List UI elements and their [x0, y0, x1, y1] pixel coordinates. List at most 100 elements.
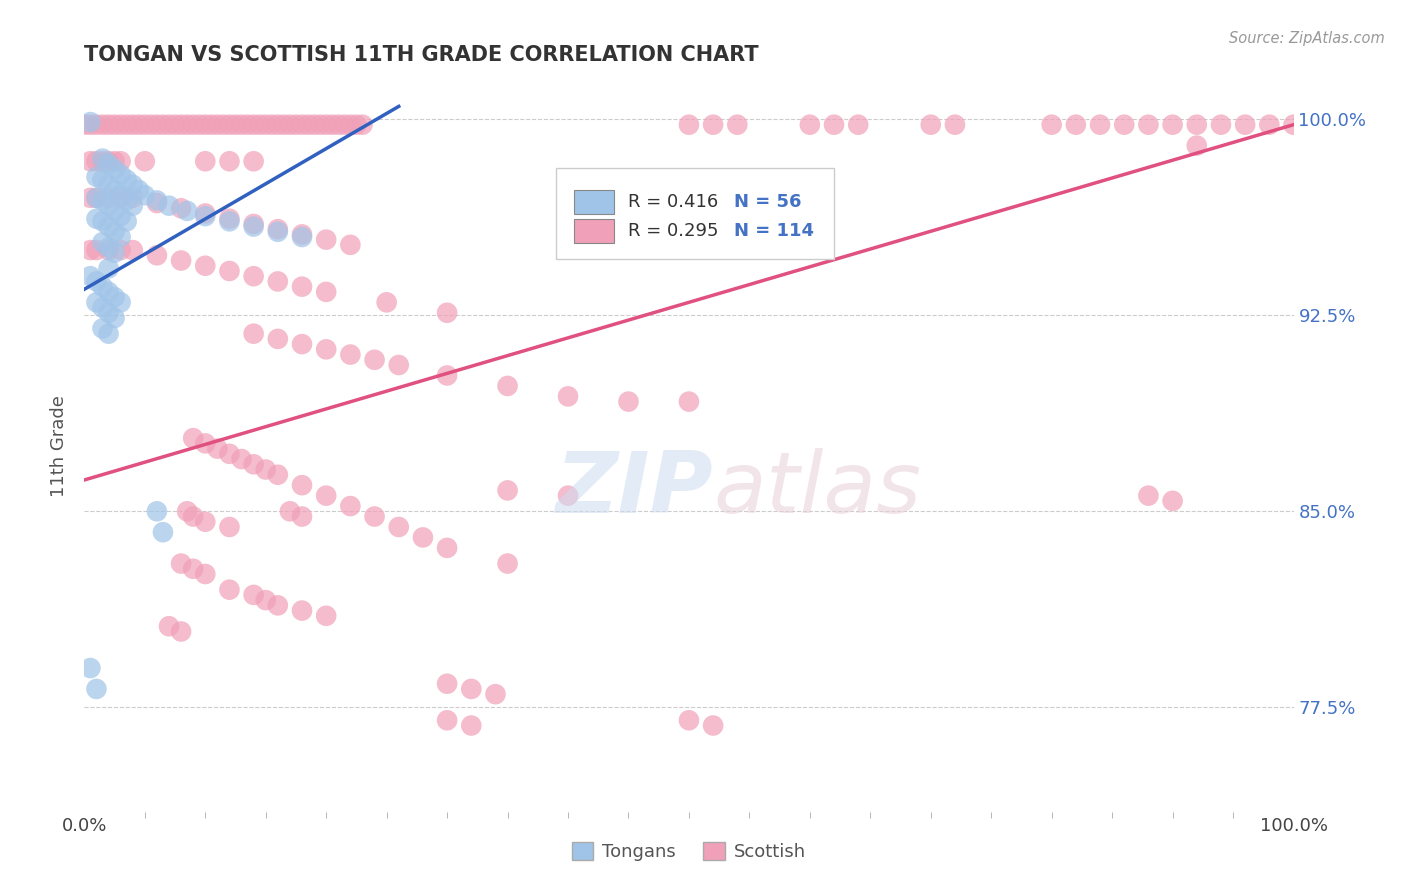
- Point: [194, 567, 217, 582]
- Point: [242, 154, 264, 169]
- Point: [91, 152, 114, 166]
- Point: [104, 162, 127, 177]
- Point: [176, 504, 198, 518]
- Point: [176, 203, 198, 218]
- Point: [231, 118, 253, 132]
- Point: [352, 118, 374, 132]
- Point: [291, 604, 314, 618]
- Point: [242, 326, 264, 341]
- Point: [91, 235, 114, 250]
- Point: [339, 348, 361, 362]
- Point: [86, 275, 108, 289]
- Point: [134, 154, 156, 169]
- Text: atlas: atlas: [713, 449, 921, 532]
- Point: [315, 343, 337, 357]
- Point: [315, 118, 337, 132]
- Point: [121, 118, 143, 132]
- Point: [86, 243, 108, 257]
- Point: [436, 306, 458, 320]
- Point: [97, 240, 120, 254]
- Point: [86, 154, 108, 169]
- Point: [291, 478, 314, 492]
- Point: [139, 118, 162, 132]
- Point: [291, 337, 314, 351]
- Point: [799, 118, 821, 132]
- Point: [97, 261, 120, 276]
- Point: [79, 191, 101, 205]
- Point: [134, 118, 156, 132]
- Point: [557, 389, 579, 403]
- Point: [678, 118, 700, 132]
- Point: [194, 436, 217, 450]
- Point: [79, 118, 101, 132]
- Point: [110, 230, 132, 244]
- Point: [678, 714, 700, 728]
- Point: [267, 275, 290, 289]
- Point: [315, 285, 337, 299]
- Point: [181, 562, 204, 576]
- Point: [194, 154, 217, 169]
- Point: [496, 379, 519, 393]
- Point: [436, 541, 458, 555]
- Point: [73, 118, 96, 132]
- Text: R = 0.295: R = 0.295: [628, 222, 718, 240]
- Point: [110, 154, 132, 169]
- Point: [170, 624, 193, 639]
- Text: N = 114: N = 114: [734, 222, 814, 240]
- Point: [363, 509, 385, 524]
- Point: [115, 118, 138, 132]
- Point: [1161, 118, 1184, 132]
- Point: [97, 178, 120, 192]
- Point: [254, 593, 277, 607]
- Point: [104, 225, 127, 239]
- Point: [218, 211, 240, 226]
- Point: [339, 238, 361, 252]
- Point: [200, 118, 222, 132]
- Point: [702, 118, 724, 132]
- Point: [110, 295, 132, 310]
- Point: [104, 311, 127, 326]
- Point: [267, 599, 290, 613]
- Point: [339, 118, 361, 132]
- Point: [1185, 138, 1208, 153]
- Text: Source: ZipAtlas.com: Source: ZipAtlas.com: [1229, 31, 1385, 46]
- Point: [181, 118, 204, 132]
- Point: [436, 714, 458, 728]
- Point: [218, 264, 240, 278]
- Point: [267, 118, 290, 132]
- Point: [375, 295, 398, 310]
- Point: [79, 243, 101, 257]
- Point: [91, 321, 114, 335]
- Point: [104, 183, 127, 197]
- Point: [86, 681, 108, 696]
- Point: [86, 118, 108, 132]
- Point: [249, 118, 271, 132]
- Point: [104, 203, 127, 218]
- Point: [460, 681, 482, 696]
- Point: [157, 118, 180, 132]
- Point: [86, 191, 108, 205]
- Point: [278, 118, 301, 132]
- Point: [170, 202, 193, 216]
- Point: [194, 515, 217, 529]
- Point: [110, 209, 132, 223]
- Point: [110, 167, 132, 181]
- Point: [315, 608, 337, 623]
- Point: [91, 279, 114, 293]
- Point: [91, 154, 114, 169]
- Point: [218, 447, 240, 461]
- Point: [363, 352, 385, 367]
- FancyBboxPatch shape: [574, 190, 614, 214]
- Point: [146, 118, 169, 132]
- Point: [339, 499, 361, 513]
- Point: [104, 118, 127, 132]
- Point: [121, 243, 143, 257]
- Point: [496, 483, 519, 498]
- Point: [97, 285, 120, 299]
- Point: [218, 118, 240, 132]
- Point: [194, 259, 217, 273]
- Point: [1137, 489, 1160, 503]
- Point: [79, 154, 101, 169]
- Point: [1040, 118, 1063, 132]
- Point: [128, 183, 150, 197]
